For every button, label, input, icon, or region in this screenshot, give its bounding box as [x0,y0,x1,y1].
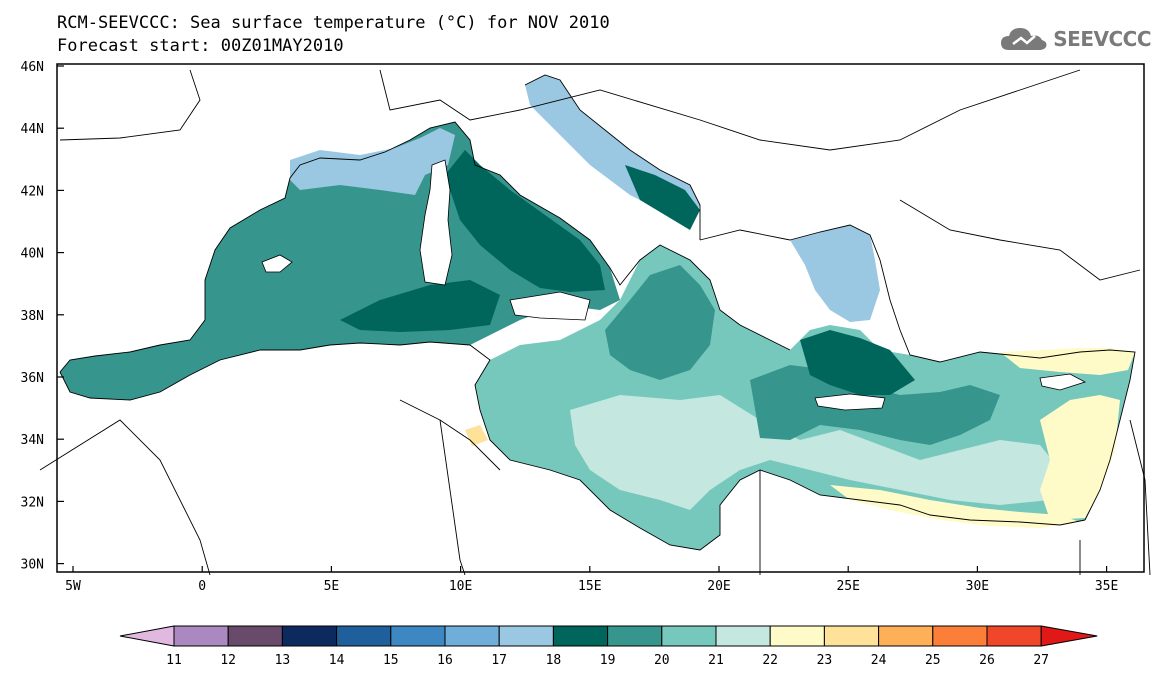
lon-label-10E: 10E [449,579,472,594]
colorbar-swatch [444,625,500,647]
colorbar-swatch [173,625,229,647]
aegean-sea [790,225,880,322]
crete [814,393,886,411]
colorbar-swatch [552,625,609,647]
lat-label-36N: 36N [21,371,44,386]
colorbar-tick-21: 21 [708,653,724,668]
lon-label-15E: 15E [578,579,601,594]
ionian-sea [605,265,715,380]
colorbar-tick-26: 26 [979,653,995,668]
colorbar-tick-27: 27 [1033,653,1049,668]
colorbar-tick-13: 13 [275,653,291,668]
colorbar-tick-17: 17 [491,653,507,668]
colorbar-tick-14: 14 [329,653,345,668]
gulf-of-gabes-warm-sea [465,425,488,446]
seevccc-logo: SEEVCCC [999,24,1151,54]
colorbar-swatch [607,625,663,647]
colorbar-swatch [336,625,392,647]
levant-coast-warm-sea [1000,348,1135,375]
cloud-icon [1001,28,1047,50]
lon-label-0: 0 [198,579,206,594]
colorbar-tick-15: 15 [383,653,399,668]
colorbar-tick-22: 22 [762,653,778,668]
colorbar-tick-18: 18 [546,653,562,668]
libyan-coast-warm-sea [830,485,1080,528]
lat-label-44N: 44N [21,122,44,137]
lat-label-40N: 40N [21,247,44,262]
lat-label-46N: 46N [21,60,44,75]
lat-label-38N: 38N [21,309,44,324]
sea-surface-temperature-field [60,75,1135,550]
colorbar-swatch [227,625,283,647]
lon-label-25E: 25E [836,579,859,594]
colorbar: 11 12 13 14 15 16 17 18 19 20 21 22 23 24 25 26 27 [119,625,1098,668]
sicily [509,291,591,321]
chart-title: RCM-SEEVCCC: Sea surface temperature (°C… [57,13,610,33]
colorbar-swatch [986,625,1042,647]
colorbar-swatch [661,625,717,647]
colorbar-tick-11: 11 [166,653,182,668]
lat-label-30N: 30N [21,558,44,573]
colorbar-tick-19: 19 [600,653,616,668]
colorbar-swatch [390,625,446,647]
cyprus [1039,373,1087,391]
latitude-axis: 46N 44N 42N 40N 38N 36N 34N 32N 30N [21,60,64,573]
lat-label-32N: 32N [21,495,44,510]
gulf-of-lion-sea [290,128,455,195]
libyan-sea [570,395,1060,510]
forecast-start-label: Forecast start: 00Z01MAY2010 [57,36,344,56]
south-adriatic-sea [625,165,700,230]
colorbar-swatch [715,625,771,647]
colorbar-tick-24: 24 [871,653,887,668]
balearic-islands [261,254,293,273]
lon-label-5W: 5W [65,579,81,594]
colorbar-swatch [281,625,338,647]
map-frame [56,63,1145,573]
south-tyrrhenian-sea [340,280,500,332]
cretan-sea [800,330,915,395]
coastlines [39,69,1151,576]
colorbar-swatch [932,625,988,647]
lon-label-30E: 30E [966,579,989,594]
colorbar-tick-12: 12 [220,653,236,668]
colorbar-tick-23: 23 [817,653,833,668]
colorbar-swatch [769,625,825,647]
colorbar-tick-20: 20 [654,653,670,668]
lat-label-42N: 42N [21,184,44,199]
longitude-axis: 5W 0 5E 10E 15E 20E 25E 30E 35E [65,566,1118,594]
south-levant-warm-sea [1040,395,1120,520]
corsica-sardinia [419,159,453,286]
lon-label-20E: 20E [707,579,730,594]
colorbar-swatch [498,625,554,647]
colorbar-max-arrow [1040,625,1098,647]
colorbar-min-arrow [119,625,175,647]
colorbar-tick-25: 25 [925,653,941,668]
logo-text: SEEVCCC [1053,27,1151,51]
colorbar-swatch [823,625,880,647]
colorbar-tick-16: 16 [437,653,453,668]
lon-label-5E: 5E [324,579,340,594]
colorbar-swatch [878,625,934,647]
tyrrhenian-sea [445,150,605,292]
lon-label-35E: 35E [1095,579,1118,594]
lat-label-34N: 34N [21,433,44,448]
